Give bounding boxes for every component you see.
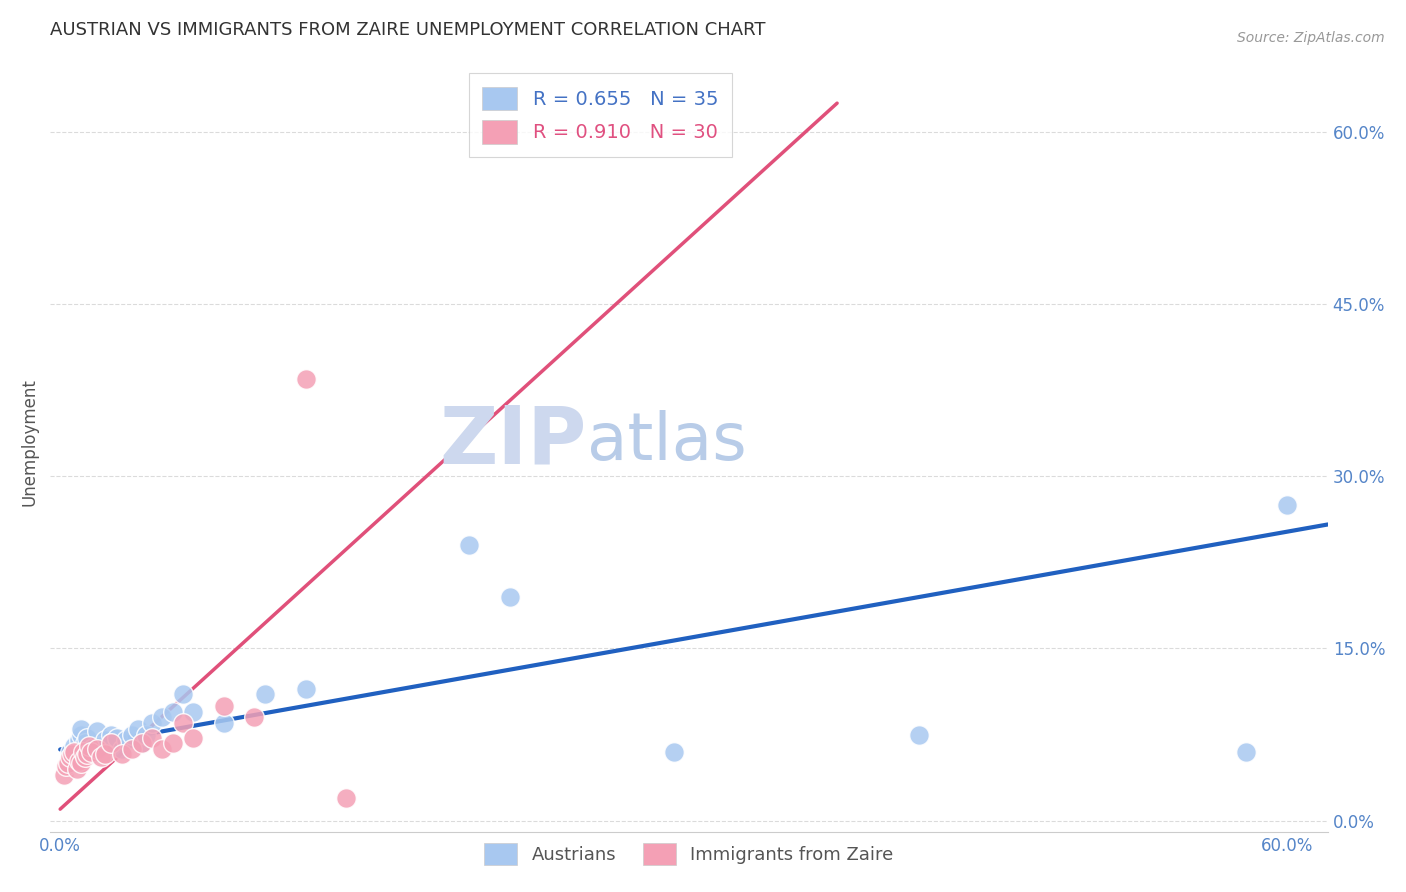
Point xyxy=(458,538,481,552)
Point xyxy=(110,742,132,756)
Point xyxy=(294,372,316,386)
Point xyxy=(1234,745,1257,759)
Point xyxy=(499,590,522,604)
Point xyxy=(65,762,87,776)
Point xyxy=(67,754,90,768)
Point xyxy=(172,716,194,731)
Point xyxy=(63,739,86,753)
Point xyxy=(59,750,82,764)
Text: atlas: atlas xyxy=(586,409,747,474)
Point xyxy=(121,742,143,756)
Point xyxy=(94,747,117,761)
Point xyxy=(107,731,129,745)
Point xyxy=(152,710,174,724)
Point xyxy=(243,710,266,724)
Point xyxy=(121,727,143,741)
Point xyxy=(162,735,184,749)
Point xyxy=(82,741,104,756)
Point xyxy=(172,687,194,701)
Point xyxy=(67,733,90,747)
Point xyxy=(90,750,112,764)
Point xyxy=(90,739,112,753)
Point xyxy=(65,750,87,764)
Point xyxy=(181,705,204,719)
Point xyxy=(127,722,149,736)
Point xyxy=(253,687,276,701)
Point xyxy=(100,735,122,749)
Point xyxy=(72,745,94,759)
Point xyxy=(86,724,108,739)
Point xyxy=(100,727,122,741)
Point xyxy=(69,756,91,771)
Text: Source: ZipAtlas.com: Source: ZipAtlas.com xyxy=(1237,31,1385,45)
Point xyxy=(212,698,235,713)
Point xyxy=(152,742,174,756)
Point xyxy=(58,756,80,771)
Point xyxy=(100,735,122,749)
Point xyxy=(110,747,132,761)
Text: AUSTRIAN VS IMMIGRANTS FROM ZAIRE UNEMPLOYMENT CORRELATION CHART: AUSTRIAN VS IMMIGRANTS FROM ZAIRE UNEMPL… xyxy=(51,21,765,39)
Point xyxy=(55,758,77,772)
Point xyxy=(86,742,108,756)
Point xyxy=(335,790,357,805)
Point xyxy=(141,731,163,745)
Point xyxy=(76,747,98,761)
Point xyxy=(181,731,204,745)
Point xyxy=(80,747,103,761)
Point xyxy=(294,681,316,696)
Point xyxy=(131,735,153,749)
Point xyxy=(69,722,91,736)
Y-axis label: Unemployment: Unemployment xyxy=(21,378,39,506)
Point xyxy=(908,727,931,741)
Point xyxy=(141,716,163,731)
Legend: Austrians, Immigrants from Zaire: Austrians, Immigrants from Zaire xyxy=(472,830,905,878)
Point xyxy=(62,747,84,761)
Point xyxy=(1275,498,1298,512)
Point xyxy=(59,745,82,759)
Point xyxy=(69,727,91,741)
Point xyxy=(131,735,153,749)
Point xyxy=(114,733,136,747)
Point xyxy=(63,745,86,759)
Point xyxy=(212,716,235,731)
Point xyxy=(662,745,685,759)
Point xyxy=(94,733,117,747)
Point xyxy=(53,768,76,782)
Point xyxy=(80,745,103,759)
Point xyxy=(76,731,98,745)
Point xyxy=(77,739,100,753)
Point xyxy=(73,735,96,749)
Text: ZIP: ZIP xyxy=(440,403,586,481)
Point xyxy=(73,750,96,764)
Point xyxy=(135,727,157,741)
Point xyxy=(162,705,184,719)
